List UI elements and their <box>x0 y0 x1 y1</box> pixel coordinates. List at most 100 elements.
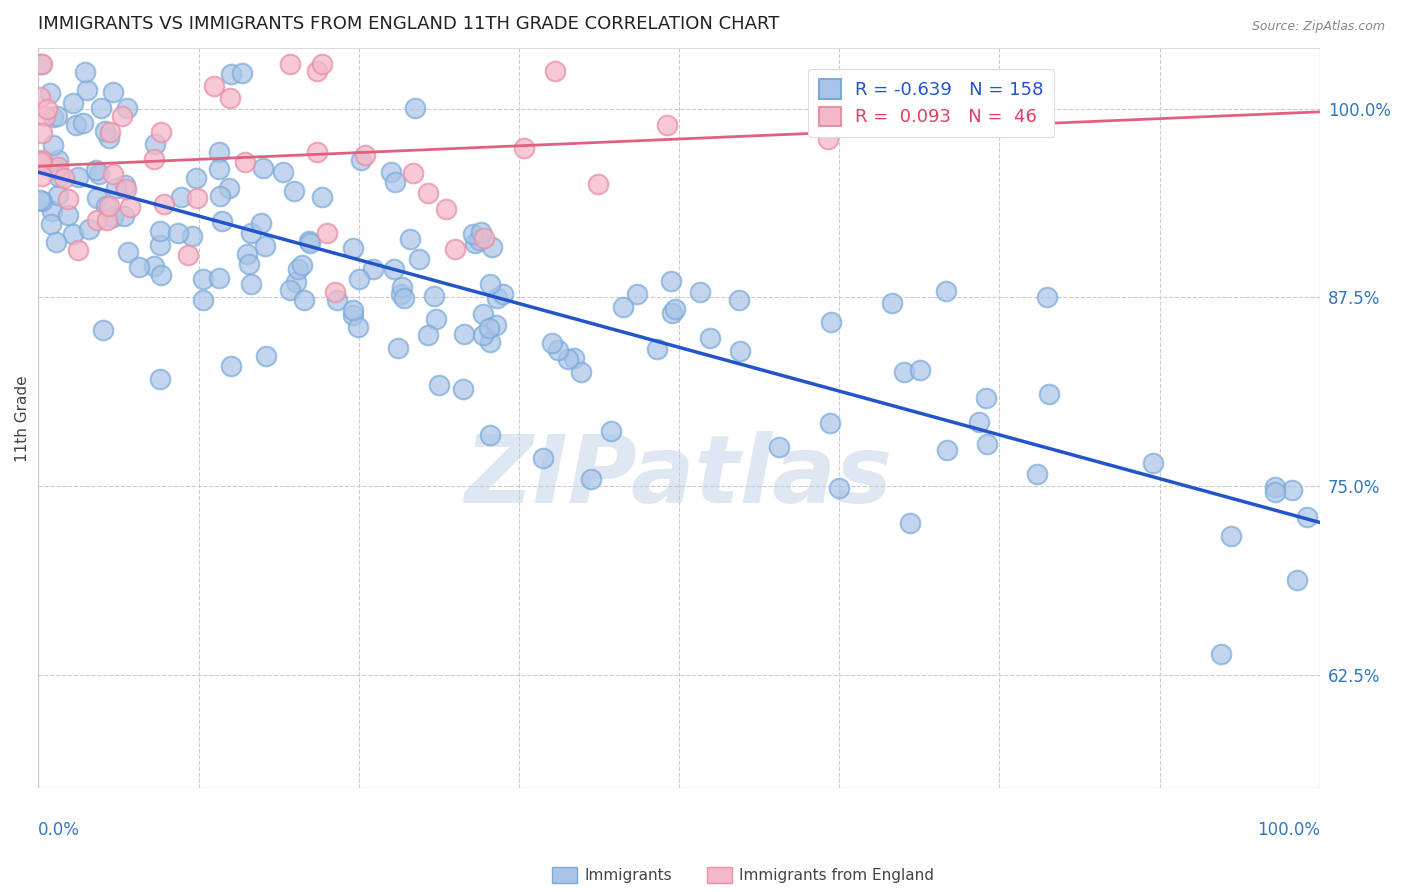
Point <box>661 306 683 320</box>
Point <box>76 83 98 97</box>
Text: 100.0%: 100.0% <box>1257 822 1320 839</box>
Point <box>402 166 425 180</box>
Point <box>96 212 118 227</box>
Text: Immigrants: Immigrants <box>585 868 672 882</box>
Point <box>531 450 554 465</box>
Point <box>41 203 63 218</box>
Point <box>211 213 233 227</box>
Point <box>143 152 166 166</box>
Point <box>387 342 409 356</box>
Point <box>689 285 711 299</box>
Point <box>52 171 75 186</box>
Point <box>298 234 321 248</box>
Point <box>280 283 302 297</box>
Point <box>935 284 957 298</box>
Point <box>46 160 69 174</box>
Point <box>817 132 839 146</box>
Point <box>316 226 339 240</box>
Point <box>254 349 277 363</box>
Point <box>416 327 439 342</box>
Point <box>202 79 225 94</box>
Point <box>117 101 139 115</box>
Point <box>569 365 592 379</box>
Point <box>1142 456 1164 470</box>
Point <box>31 169 53 183</box>
Point <box>974 391 997 405</box>
Point <box>238 256 260 270</box>
Point <box>35 102 58 116</box>
Point <box>342 302 364 317</box>
Point <box>31 153 53 167</box>
Text: ZIPatlas: ZIPatlas <box>465 432 893 524</box>
Point <box>86 190 108 204</box>
Point <box>408 252 430 267</box>
Point <box>305 63 328 78</box>
Point <box>271 165 294 179</box>
Point <box>98 199 121 213</box>
Point <box>1036 290 1059 304</box>
Point <box>62 227 84 241</box>
Point <box>98 130 121 145</box>
Point <box>28 89 51 103</box>
Point <box>404 101 426 115</box>
Point <box>149 224 172 238</box>
Point <box>39 217 62 231</box>
Point <box>91 323 114 337</box>
Text: Immigrants from England: Immigrants from England <box>740 868 934 882</box>
Point <box>39 86 62 100</box>
Point <box>30 56 52 70</box>
Point <box>544 64 567 78</box>
Text: 0.0%: 0.0% <box>38 822 80 839</box>
Point <box>471 328 494 343</box>
Point <box>478 321 501 335</box>
Point <box>425 312 447 326</box>
Point <box>283 185 305 199</box>
Point <box>1211 647 1233 661</box>
Point <box>935 442 957 457</box>
Point <box>893 365 915 379</box>
Text: Source: ZipAtlas.com: Source: ZipAtlas.com <box>1251 20 1385 33</box>
Point <box>117 245 139 260</box>
Point <box>177 248 200 262</box>
Point <box>93 123 115 137</box>
Point <box>98 125 121 139</box>
Point <box>361 262 384 277</box>
Point <box>342 240 364 254</box>
Point <box>170 190 193 204</box>
Point <box>600 424 623 438</box>
Point <box>254 239 277 253</box>
Point <box>326 293 349 307</box>
Point <box>30 155 52 169</box>
Point <box>31 56 53 70</box>
Point <box>86 213 108 227</box>
Point <box>148 238 170 252</box>
Point <box>728 293 751 307</box>
Point <box>104 180 127 194</box>
Point <box>278 56 301 70</box>
Point <box>180 229 202 244</box>
Point <box>112 209 135 223</box>
Point <box>292 293 315 307</box>
Point <box>65 118 87 132</box>
Point <box>464 236 486 251</box>
Point <box>422 289 444 303</box>
Point <box>48 169 70 184</box>
Point <box>1264 480 1286 494</box>
Point <box>184 170 207 185</box>
Point <box>453 327 475 342</box>
Point <box>311 190 333 204</box>
Point <box>492 287 515 301</box>
Legend: R = -0.639   N = 158, R =  0.093   N =  46: R = -0.639 N = 158, R = 0.093 N = 46 <box>808 69 1054 137</box>
Point <box>252 161 274 175</box>
Point <box>478 427 501 442</box>
Point <box>664 301 686 316</box>
Point <box>557 352 579 367</box>
Point <box>287 262 309 277</box>
Point <box>485 318 508 333</box>
Point <box>645 342 668 356</box>
Point <box>46 187 69 202</box>
Point <box>976 437 998 451</box>
Point <box>153 197 176 211</box>
Point <box>581 472 603 486</box>
Point <box>655 118 678 132</box>
